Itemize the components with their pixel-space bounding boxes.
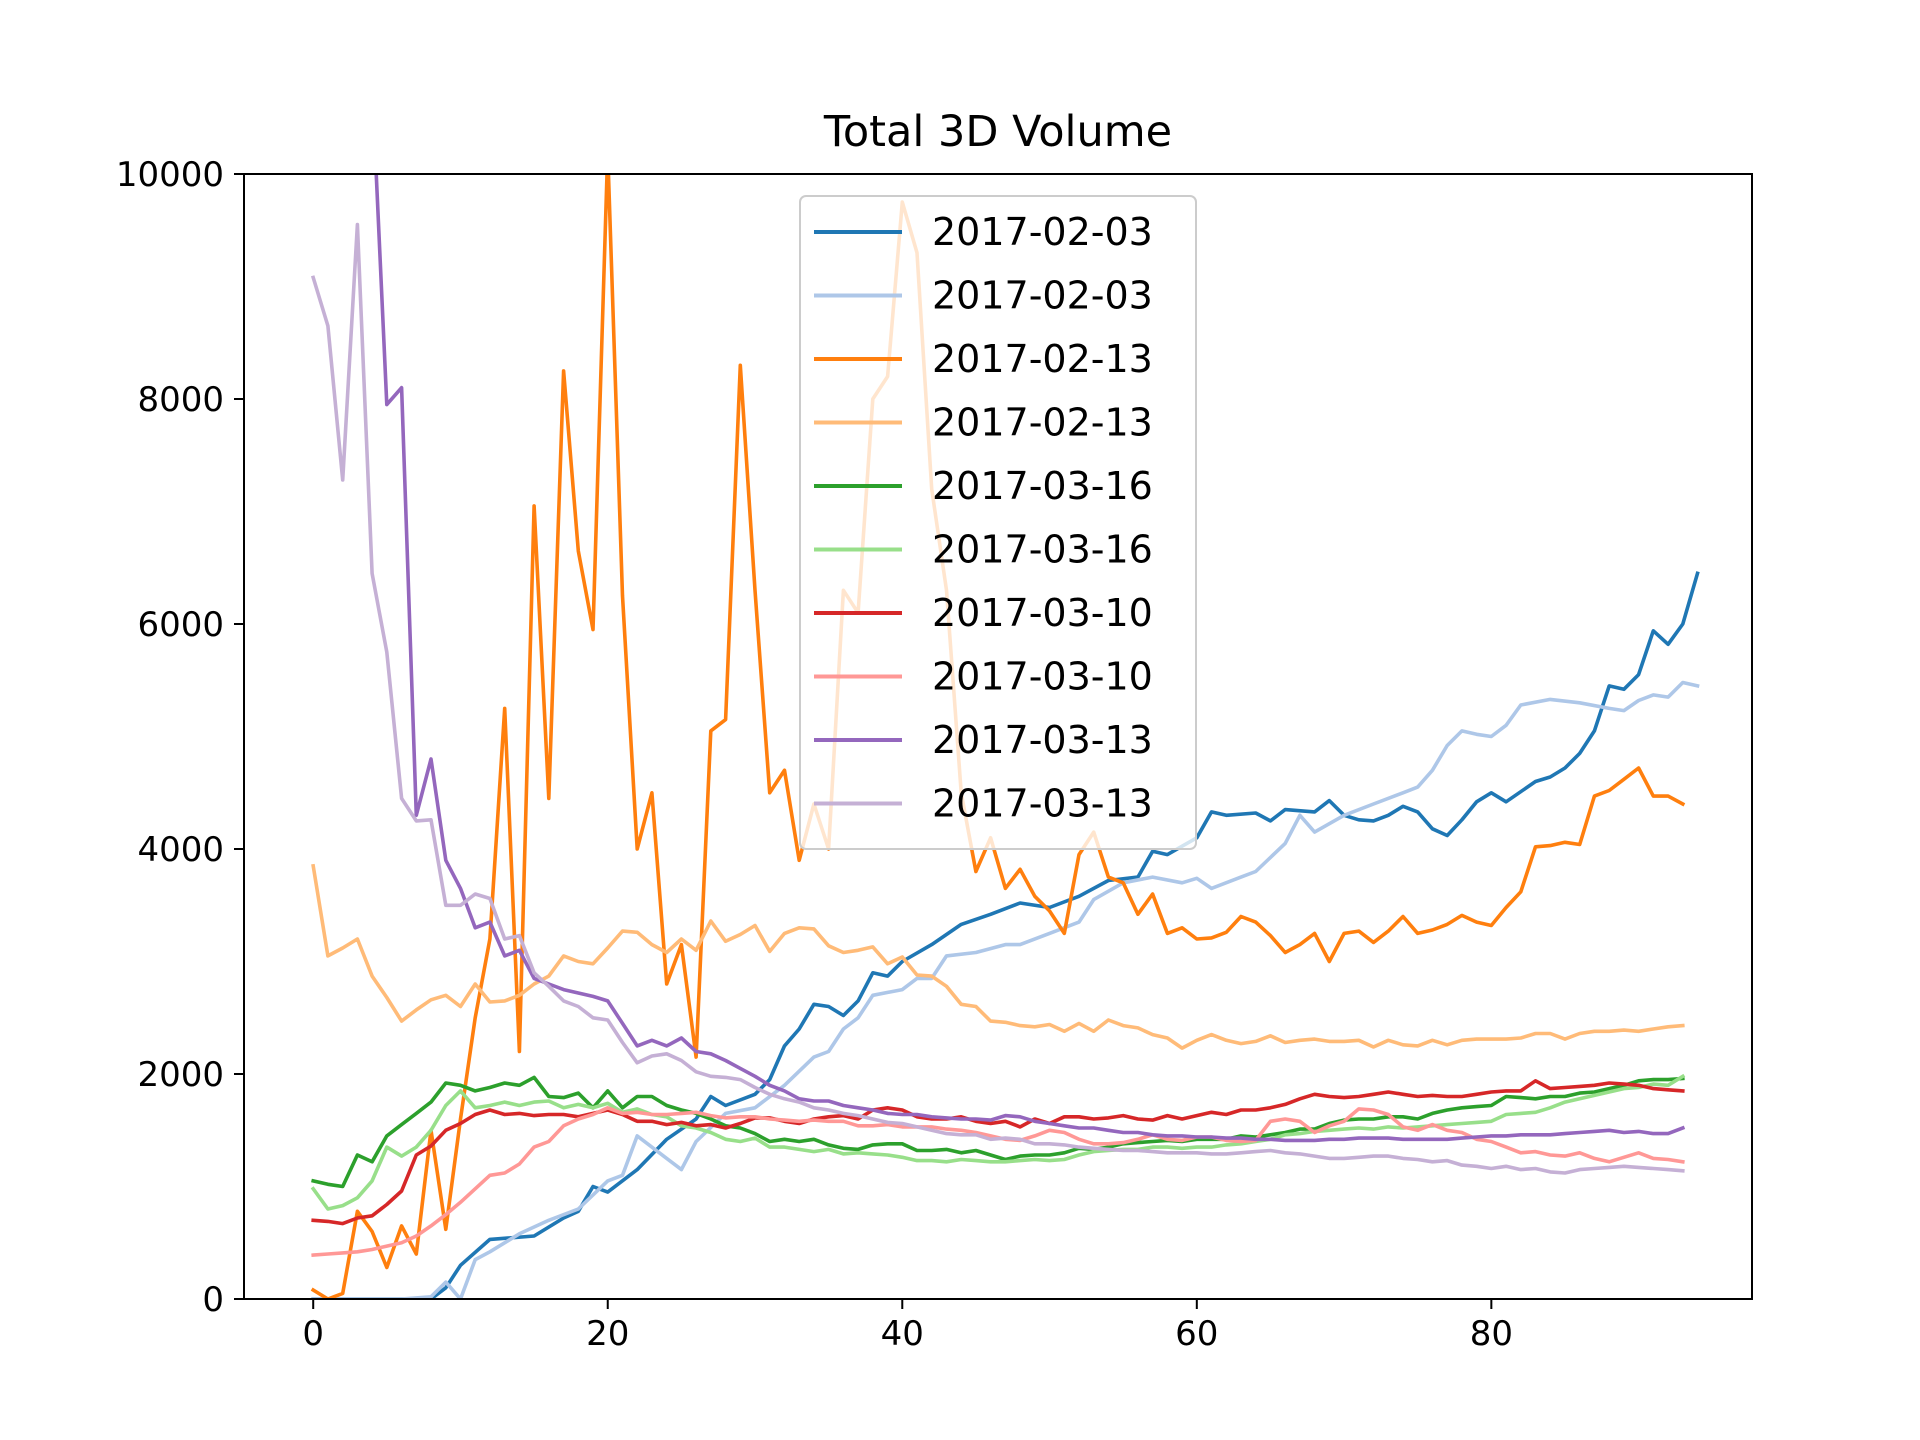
series-line-2 (311, 680, 1700, 1299)
legend-label-5: 2017-03-16 (932, 464, 1153, 508)
chart-title: Total 3D Volume (823, 107, 1172, 157)
legend-label-2: 2017-02-03 (932, 274, 1153, 318)
legend-label-4: 2017-02-13 (932, 401, 1153, 445)
y-tick-label: 4000 (137, 830, 224, 870)
legend-label-10: 2017-03-13 (932, 782, 1153, 826)
y-tick-label: 10000 (116, 155, 224, 195)
y-axis: 0 2000 4000 6000 8000 10000 (116, 155, 244, 1320)
y-tick-label: 2000 (137, 1055, 224, 1095)
series-line-7 (311, 1079, 1685, 1226)
legend-label-6: 2017-03-16 (932, 528, 1153, 572)
series-line-1 (311, 571, 1700, 1299)
x-tick-label: 20 (586, 1314, 629, 1354)
legend-label-9: 2017-03-13 (932, 718, 1153, 762)
legend-label-8: 2017-03-10 (932, 655, 1153, 699)
legend: 2017-02-03 2017-02-03 2017-02-13 2017-02-13… (799, 195, 1197, 850)
x-tick-label: 60 (1175, 1314, 1218, 1354)
series-line-6 (310, 1073, 1686, 1211)
y-tick-label: 8000 (137, 380, 224, 420)
series-line-10 (310, 222, 1685, 1175)
legend-label-1: 2017-02-03 (932, 210, 1153, 254)
y-tick-label: 6000 (137, 605, 224, 645)
legend-label-3: 2017-02-13 (932, 337, 1153, 381)
x-tick-label: 0 (302, 1314, 324, 1354)
legend-label-7: 2017-03-10 (932, 591, 1153, 635)
x-tick-label: 80 (1470, 1314, 1513, 1354)
series-line-5 (311, 1075, 1685, 1189)
x-axis: 0 20 40 60 80 (302, 1299, 1513, 1354)
x-tick-label: 40 (881, 1314, 924, 1354)
series-line-3 (310, 174, 1686, 1299)
plot-frame (243, 173, 1753, 1300)
y-tick-label: 0 (202, 1280, 224, 1320)
series-line-9 (374, 174, 1686, 1143)
series-lines (310, 174, 1700, 1299)
